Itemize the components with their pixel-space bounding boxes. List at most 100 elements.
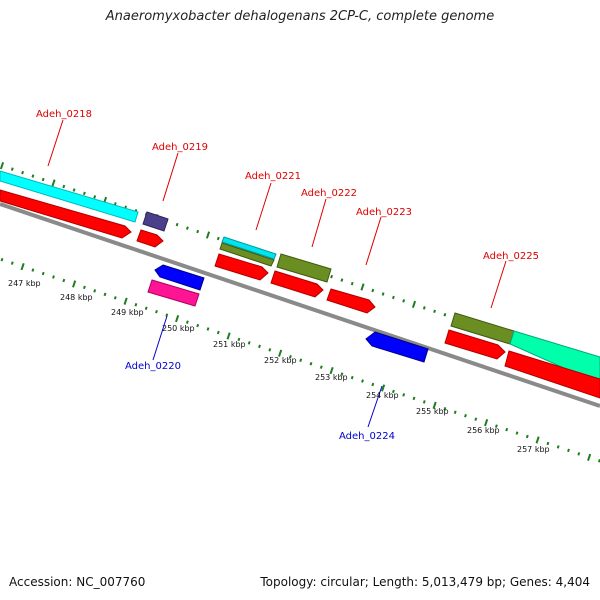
forward-major-tick: [205, 231, 211, 239]
gene-adeh-0218-leader: [47, 119, 64, 167]
scale-label-255: 255 kbp: [416, 407, 449, 416]
gene-adeh-0218-label[interactable]: Adeh_0218: [36, 109, 92, 120]
reverse-minor-tick: [340, 372, 344, 376]
gene-adeh-0219-cds[interactable]: [136, 229, 164, 248]
forward-minor-tick: [185, 226, 189, 230]
scale-label-248: 248 kbp: [60, 293, 93, 302]
gene-adeh-0224-leader: [367, 385, 383, 428]
reverse-minor-tick: [216, 330, 220, 335]
gene-adeh-0225-leader: [490, 260, 507, 309]
reverse-minor-tick: [288, 355, 292, 359]
reverse-minor-tick: [494, 424, 498, 428]
reverse-minor-tick: [268, 348, 272, 352]
reverse-minor-tick: [402, 393, 406, 397]
reverse-minor-tick: [31, 268, 35, 272]
gene-adeh-0224-cds[interactable]: [365, 331, 429, 363]
gene-adeh-0221-feature[interactable]: [221, 236, 277, 260]
forward-minor-tick: [62, 184, 66, 189]
reverse-minor-tick: [412, 396, 416, 401]
reverse-major-tick: [278, 349, 283, 357]
gene-adeh-0219-feature[interactable]: [142, 211, 169, 232]
scale-label-250: 250 kbp: [162, 324, 195, 333]
reverse-minor-tick: [464, 413, 467, 418]
gene-adeh-0223-cds[interactable]: [326, 288, 376, 314]
reverse-minor-tick: [422, 400, 426, 404]
gene-adeh-0225-label[interactable]: Adeh_0225: [483, 251, 539, 262]
reverse-minor-tick: [546, 441, 550, 446]
forward-minor-tick: [422, 306, 426, 310]
reverse-major-tick: [587, 453, 592, 461]
reverse-minor-tick: [0, 257, 4, 262]
reverse-minor-tick: [185, 320, 189, 324]
forward-minor-tick: [10, 167, 14, 171]
forward-major-tick: [360, 283, 365, 291]
gene-adeh-0222-leader: [311, 198, 327, 248]
reverse-minor-tick: [319, 365, 323, 369]
reverse-major-tick: [20, 262, 25, 271]
gene-adeh-0218-feature[interactable]: [0, 170, 139, 223]
reverse-major-tick: [329, 367, 334, 375]
forward-minor-tick: [391, 295, 395, 300]
gene-adeh-0224-label[interactable]: Adeh_0224: [339, 431, 395, 442]
forward-minor-tick: [41, 177, 45, 182]
gene-adeh-0218-cds[interactable]: [0, 189, 132, 239]
forward-major-tick: [51, 179, 56, 187]
reverse-minor-tick: [62, 278, 66, 283]
reverse-minor-tick: [350, 375, 354, 380]
gene-adeh-0225-cds[interactable]: [444, 329, 506, 360]
reverse-major-tick: [175, 314, 180, 323]
reverse-minor-tick: [391, 389, 395, 394]
gene-adeh-0222-label[interactable]: Adeh_0222: [301, 188, 357, 199]
reverse-minor-tick: [474, 417, 478, 421]
forward-minor-tick: [350, 281, 354, 286]
scale-label-251: 251 kbp: [213, 340, 246, 349]
scale-label-249: 249 kbp: [111, 308, 144, 317]
gene-adeh-0220-leader: [152, 315, 168, 361]
forward-minor-tick: [340, 278, 344, 282]
gene-adeh-0220-label[interactable]: Adeh_0220: [125, 361, 181, 372]
reverse-minor-tick: [443, 407, 447, 411]
reverse-major-tick: [226, 332, 231, 340]
scale-label-256: 256 kbp: [467, 426, 500, 435]
reverse-minor-tick: [93, 289, 97, 293]
gene-adeh-0223-label[interactable]: Adeh_0223: [356, 207, 412, 218]
reverse-minor-tick: [103, 292, 107, 297]
gene-adeh-0221-cds[interactable]: [214, 253, 269, 281]
gene-neighbour-feature[interactable]: [509, 330, 600, 385]
reverse-minor-tick: [82, 285, 86, 290]
scale-label-254: 254 kbp: [366, 391, 399, 400]
reverse-minor-tick: [196, 323, 200, 328]
reverse-minor-tick: [567, 448, 570, 453]
reverse-minor-tick: [52, 275, 55, 279]
reverse-minor-tick: [247, 341, 251, 345]
reverse-minor-tick: [577, 452, 581, 456]
reverse-minor-tick: [505, 427, 509, 432]
gene-adeh-0221-feature-olive[interactable]: [219, 242, 275, 267]
reverse-minor-tick: [371, 382, 375, 387]
reverse-major-tick: [432, 401, 437, 409]
forward-minor-tick: [93, 195, 97, 199]
gene-adeh-0222-cds[interactable]: [270, 270, 324, 298]
reverse-minor-tick: [453, 410, 457, 414]
reverse-minor-tick: [237, 337, 241, 342]
map-title: Anaeromyxobacter dehalogenans 2CP-C, com…: [105, 9, 495, 24]
reverse-minor-tick: [361, 379, 364, 383]
reverse-major-tick: [72, 280, 77, 288]
forward-major-tick: [411, 300, 417, 309]
reverse-minor-tick: [309, 361, 313, 366]
reverse-minor-tick: [525, 434, 529, 439]
gene-adeh-0221-label[interactable]: Adeh_0221: [245, 171, 301, 182]
scale-label-257: 257 kbp: [517, 445, 550, 454]
forward-minor-tick: [31, 174, 35, 178]
gene-adeh-0223-leader: [365, 216, 382, 266]
gene-neighbour-cds[interactable]: [504, 350, 600, 399]
gene-adeh-0220-feature[interactable]: [147, 279, 200, 307]
gene-adeh-0220-cds[interactable]: [154, 264, 205, 291]
gene-adeh-0219-leader: [162, 152, 179, 202]
scale-label-253: 253 kbp: [315, 373, 348, 382]
forward-minor-tick: [433, 309, 437, 314]
gene-adeh-0222-feature[interactable]: [276, 253, 332, 283]
forward-minor-tick: [330, 274, 334, 279]
gene-adeh-0219-label[interactable]: Adeh_0219: [152, 142, 208, 153]
